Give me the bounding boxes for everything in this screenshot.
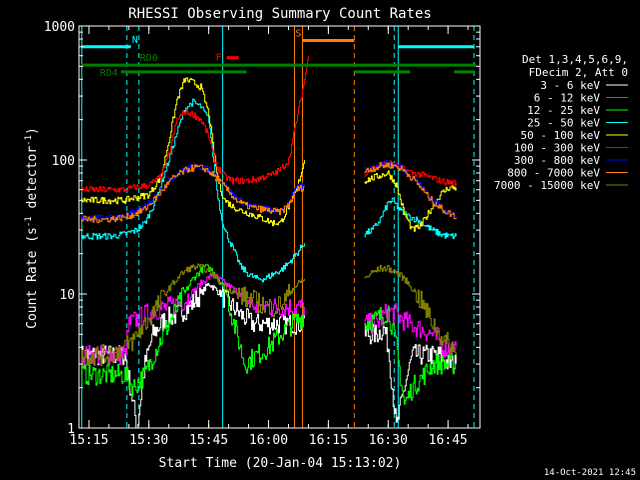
legend-label-1: 3 - 6 keV (540, 79, 600, 92)
plot-frame (78, 25, 481, 429)
x-axis-label: Start Time (20-Jan-04 15:13:02) (159, 456, 402, 471)
series-line-8-segment-1 (81, 164, 305, 224)
legend-label-5: 50 - 100 keV (521, 129, 601, 142)
series-line-3-segment-2 (364, 306, 457, 405)
plot-area: N S F RD0 RD4 (80, 26, 477, 429)
flag-label-n: N (132, 35, 138, 46)
legend-header-1: Det 1,3,4,5,6,9, (522, 53, 628, 66)
plot-axes: 1 10 100 1000 15:15 15:30 15:45 16:00 16:15 16:30… (44, 20, 481, 448)
flag-label-f: F (216, 53, 222, 64)
series-line-4-segment-2 (364, 197, 457, 240)
legend-label-2: 6 - 12 keV (534, 92, 601, 105)
y-axis-label-sup-1: -1 (24, 216, 34, 227)
y-tick-label-1: 1 (67, 422, 75, 437)
series-line-1-segment-2 (364, 323, 457, 423)
legend-label-7: 300 - 800 keV (514, 154, 600, 167)
x-tick-label-5: 16:15 (309, 433, 348, 448)
y-axis-label-mid: detector (25, 146, 40, 217)
chart-title: RHESSI Observing Summary Count Rates (128, 6, 431, 22)
x-tick-label-7: 16:45 (429, 433, 468, 448)
series-line-6-segment-1 (81, 55, 309, 193)
series-line-3-segment-1 (81, 264, 305, 397)
flag-label-rd0: RD0 (140, 53, 158, 64)
legend: Det 1,3,4,5,6,9,FDecim 2, Att 03 - 6 keV… (494, 53, 628, 192)
legend-header-2: FDecim 2, Att 0 (529, 66, 628, 79)
flag-label-rd4: RD4 (100, 68, 118, 79)
y-axis-label-sup-2: -1 (24, 135, 34, 146)
x-tick-label-3: 15:45 (189, 433, 228, 448)
series-line-5-segment-1 (81, 77, 305, 227)
series-line-9-segment-2 (364, 264, 457, 356)
y-axis-label: Count Rate (s-1 detector-1) (24, 127, 40, 329)
x-tick-label-2: 15:30 (129, 433, 168, 448)
x-tick-label-6: 16:30 (369, 433, 408, 448)
series-line-9-segment-1 (81, 263, 305, 366)
y-tick-label-2: 10 (59, 288, 75, 303)
legend-label-6: 100 - 300 keV (514, 142, 600, 155)
legend-label-4: 25 - 50 keV (527, 117, 600, 130)
legend-label-8: 800 - 7000 keV (507, 167, 600, 180)
legend-label-9: 7000 - 15000 keV (494, 179, 600, 192)
legend-label-3: 12 - 25 keV (527, 104, 600, 117)
series-line-5-segment-2 (364, 170, 457, 232)
x-tick-label-1: 15:15 (69, 433, 108, 448)
series-line-8-segment-2 (364, 162, 457, 220)
footer-timestamp: 14-Oct-2021 12:45 (544, 468, 636, 478)
y-tick-label-3: 100 (52, 154, 75, 169)
y-axis-label-post: ) (25, 127, 40, 135)
flag-label-s: S (295, 28, 301, 39)
series-line-4-segment-1 (81, 98, 305, 283)
y-tick-label-4: 1000 (44, 20, 75, 35)
y-axis-label-pre: Count Rate (s (25, 227, 40, 329)
x-tick-label-4: 16:00 (249, 433, 288, 448)
